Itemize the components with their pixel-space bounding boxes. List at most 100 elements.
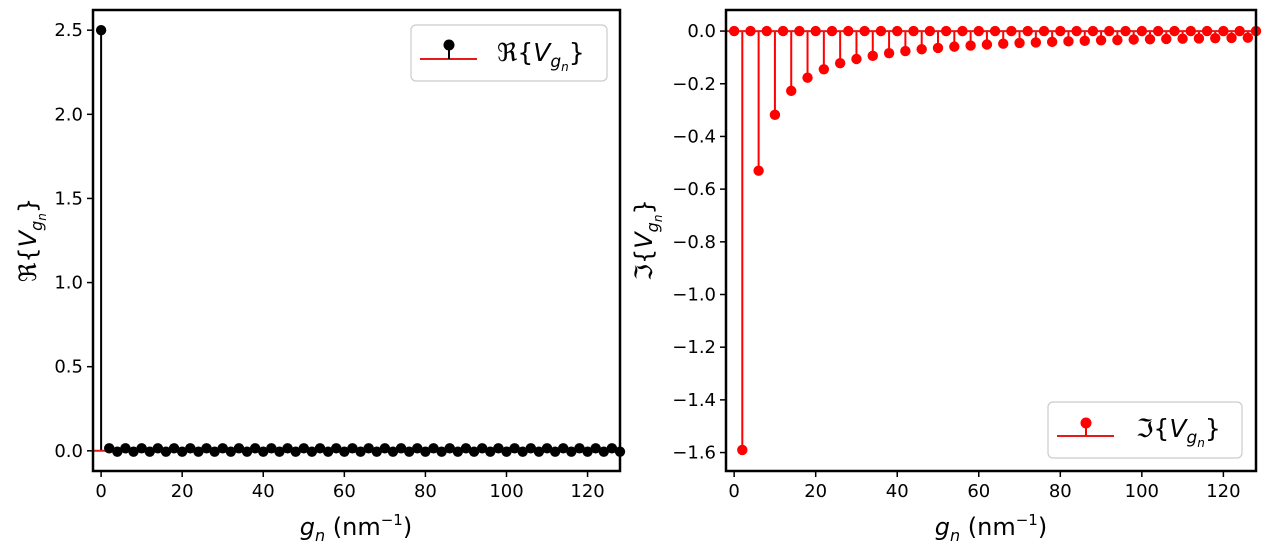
left-stem-marker	[217, 443, 228, 454]
left-legend: ℜ{Vgn}	[410, 24, 608, 82]
left-stem-marker	[128, 446, 139, 457]
right-stem-marker	[932, 42, 944, 54]
left-stem-marker	[322, 446, 334, 457]
right-legend-box	[1047, 401, 1243, 459]
right-x-tick-label: 0	[728, 481, 739, 502]
right-ylabel-subsub: n	[651, 215, 665, 223]
left-stem-marker	[339, 446, 350, 457]
left-xlabel-close: )	[403, 513, 412, 541]
left-stem-marker	[379, 443, 391, 454]
left-ylabel-open: ℜ{	[14, 247, 42, 282]
right-y-ticks: 0.0 −0.2 −0.4 −0.6 −0.8 −1.0 −1.2 −1.4 −1.6	[672, 21, 726, 464]
right-stem-marker	[965, 40, 976, 51]
left-stem-marker	[428, 443, 439, 454]
right-stem-marker	[1177, 33, 1188, 44]
right-stem-marker	[1193, 33, 1205, 44]
left-stem-marker	[476, 443, 488, 454]
right-ylabel-sub: g	[643, 222, 662, 232]
right-legend-open: ℑ{	[1136, 414, 1169, 443]
left-stem-marker	[282, 443, 293, 454]
right-stem-marker	[851, 53, 862, 65]
left-y-tick-label: 1.5	[54, 188, 83, 209]
right-stem-marker	[761, 25, 772, 37]
left-legend-var: V	[533, 38, 552, 67]
right-x-axis-label: gn (nm−1)	[935, 511, 1047, 545]
left-stem-marker	[444, 443, 455, 454]
left-y-tick-label: 0.0	[54, 441, 83, 462]
right-y-tick-label: −1.6	[672, 443, 716, 464]
left-x-tick-label: 40	[252, 481, 275, 502]
right-stem-marker	[1210, 32, 1221, 44]
left-x-tick-label: 120	[570, 481, 604, 502]
right-xlabel-close: )	[1038, 513, 1047, 541]
right-ylabel-var: V	[630, 231, 658, 249]
right-xlabel-exp: −1	[1016, 511, 1038, 529]
right-stem-marker	[753, 165, 764, 176]
right-stem-marker	[728, 25, 740, 37]
right-stem-marker	[777, 25, 789, 37]
right-stem-marks	[726, 25, 1262, 456]
right-stem-marker	[859, 25, 870, 37]
left-x-tick-label: 100	[489, 481, 523, 502]
left-x-tick-label: 0	[95, 481, 106, 502]
right-stem-marker	[1234, 25, 1245, 37]
left-stem-marker	[160, 446, 172, 457]
right-stem-marker	[957, 25, 968, 37]
right-stem-marker	[867, 50, 878, 62]
left-legend-open: ℜ{	[497, 38, 533, 67]
right-stem-marker	[1063, 36, 1074, 47]
left-x-axis-label: gn (nm−1)	[300, 511, 412, 545]
right-stem-marker	[802, 72, 813, 83]
left-stem-marker	[541, 443, 553, 454]
left-stem-marker	[460, 443, 472, 454]
right-y-tick-label: −0.8	[672, 232, 716, 253]
left-legend-sub: g	[550, 52, 561, 72]
right-x-tick-label: 120	[1206, 481, 1240, 502]
left-stem-marker	[258, 446, 269, 457]
left-y-tick-label: 0.5	[54, 357, 83, 378]
left-stem-marker	[387, 446, 399, 457]
right-stem-marker	[1144, 34, 1156, 45]
left-ylabel-close: }	[14, 198, 42, 213]
left-stem-marker	[590, 443, 601, 454]
left-ylabel-var: V	[14, 229, 42, 247]
right-xlabel-sub: n	[950, 526, 960, 545]
left-stem-marker	[176, 446, 188, 457]
right-legend-label: ℑ{Vgn}	[1136, 414, 1221, 450]
right-stem-marker	[1095, 35, 1107, 46]
right-x-tick-label: 80	[1049, 481, 1072, 502]
left-stem-marker	[112, 446, 123, 457]
right-stem-marker	[1046, 36, 1058, 48]
right-stem-marker	[1006, 25, 1017, 37]
right-stem-marker	[1136, 25, 1148, 37]
left-stem-marker	[241, 446, 253, 457]
right-stem-marker	[1014, 37, 1025, 49]
left-stem-marker	[185, 443, 196, 454]
left-stem-marker	[298, 443, 309, 454]
right-stem-marker	[794, 25, 805, 37]
right-y-tick-label: −0.2	[672, 74, 716, 95]
right-stem-marker	[1218, 25, 1229, 37]
left-stem-marker	[120, 443, 131, 454]
left-legend-close: }	[569, 38, 585, 67]
right-y-tick-label: −1.4	[672, 390, 716, 411]
left-stem-marker	[355, 446, 366, 457]
left-stem-marker	[347, 443, 358, 454]
right-stem-marker	[1038, 25, 1050, 37]
left-ylabel-sub: g	[27, 221, 46, 231]
left-stem-marker	[371, 446, 382, 457]
left-y-tick-label: 2.5	[54, 20, 83, 41]
left-stem-marker	[168, 443, 180, 454]
right-stem-marker	[818, 64, 830, 75]
right-stem-marker	[1169, 25, 1180, 37]
left-stem-marker	[412, 443, 423, 454]
right-stem-marker	[1161, 33, 1172, 45]
left-legend-marker	[443, 39, 455, 51]
right-stem-marker	[989, 25, 1001, 37]
left-stem-marker	[209, 446, 220, 457]
left-ylabel-subsub: n	[35, 213, 49, 221]
right-legend-marker	[1080, 417, 1092, 429]
right-stem-marker	[1185, 25, 1196, 37]
left-stem-marker	[517, 446, 528, 457]
left-stem-marks	[93, 24, 626, 457]
